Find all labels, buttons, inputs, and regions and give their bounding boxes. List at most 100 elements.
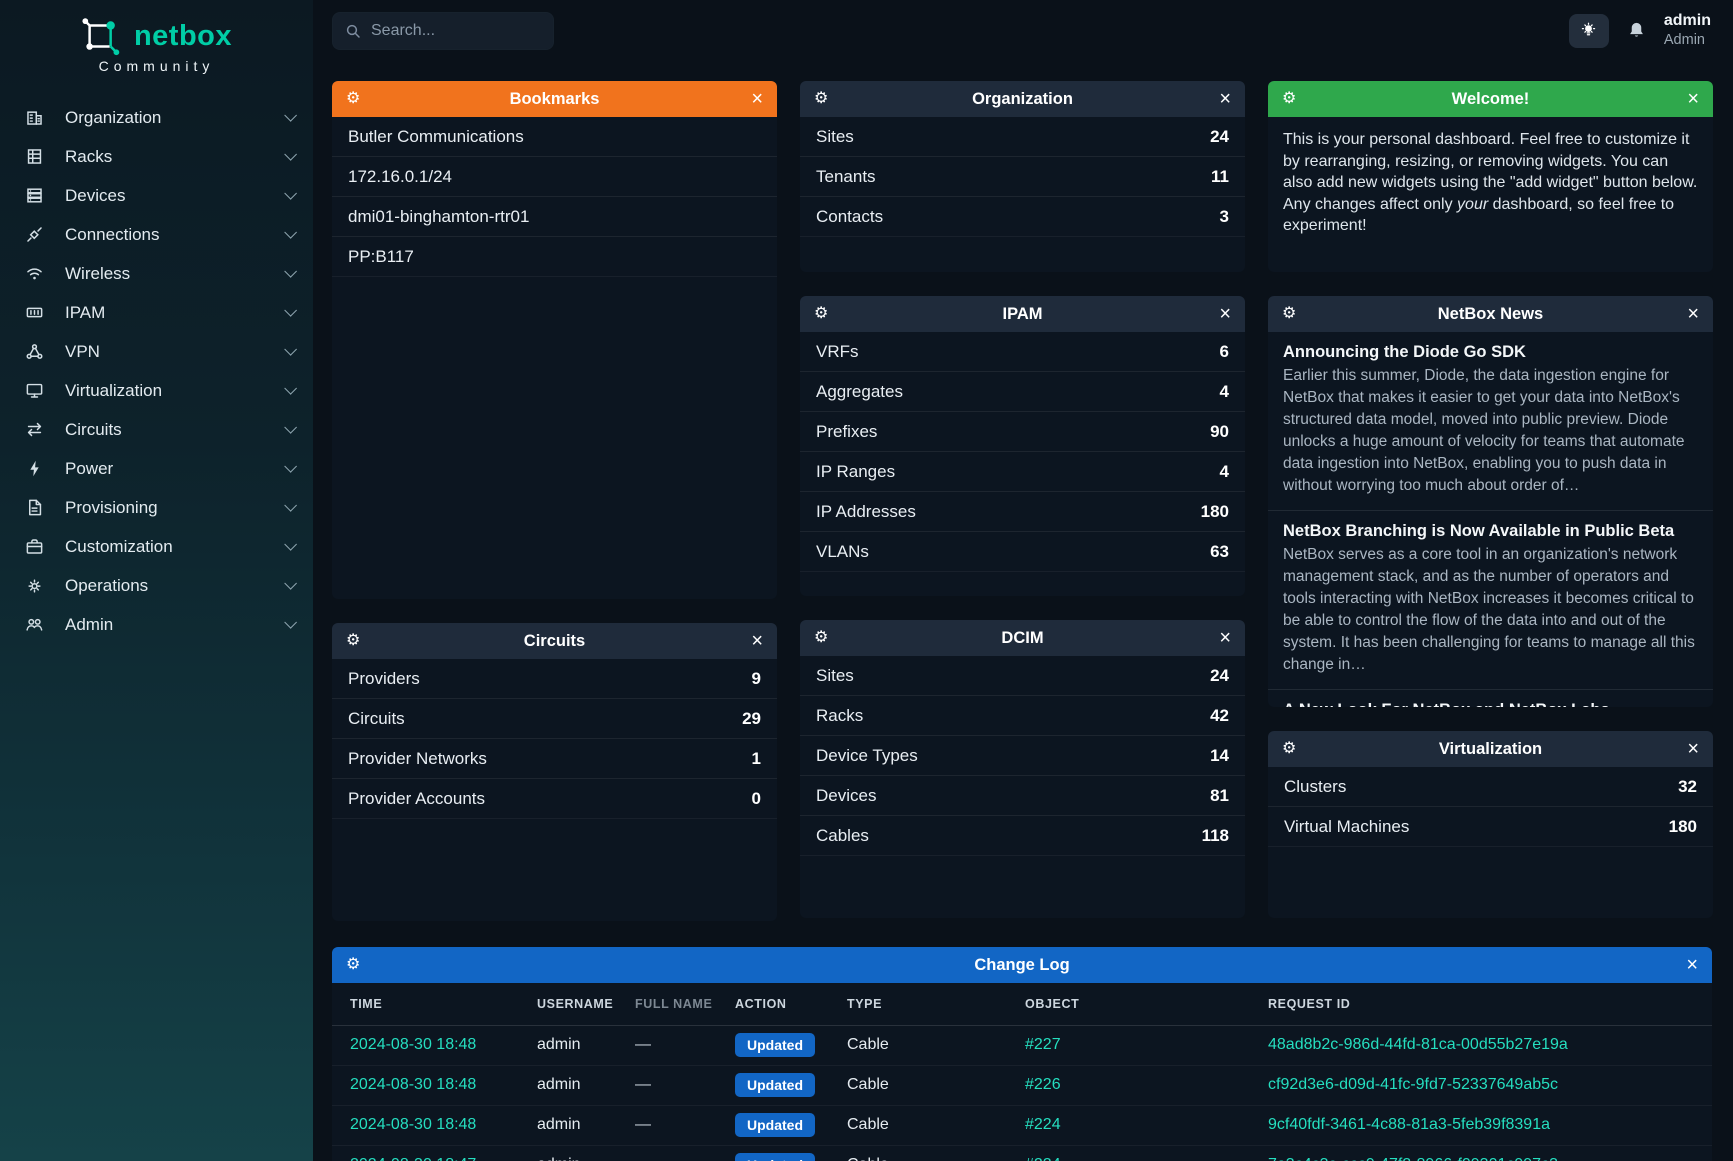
stat-link[interactable]: Providers xyxy=(348,668,420,688)
news-link[interactable]: Announcing the Diode Go SDK xyxy=(1283,343,1526,361)
stat-link[interactable]: Prefixes xyxy=(816,421,878,441)
close-icon[interactable]: × xyxy=(1686,954,1698,976)
stat-value: 24 xyxy=(1210,126,1229,146)
close-icon[interactable]: × xyxy=(1687,88,1699,110)
widget-config-icon[interactable]: ⚙ xyxy=(346,956,361,973)
widget-config-icon[interactable]: ⚙ xyxy=(814,629,829,646)
sidebar-item-power[interactable]: Power xyxy=(0,449,313,488)
changelog-time-link[interactable]: 2024-08-30 18:48 xyxy=(332,1105,537,1146)
sidebar-item-ipam[interactable]: IPAM xyxy=(0,293,313,332)
widget-header[interactable]: ⚙ Change Log × xyxy=(332,947,1712,983)
stat-link[interactable]: IP Addresses xyxy=(816,501,916,521)
close-icon[interactable]: × xyxy=(1219,627,1231,649)
widget-config-icon[interactable]: ⚙ xyxy=(346,90,361,107)
bookmark-link[interactable]: 172.16.0.1/24 xyxy=(332,157,777,197)
theme-toggle-button[interactable] xyxy=(1568,13,1609,48)
stat-link[interactable]: VLANs xyxy=(816,541,869,561)
changelog-object-link[interactable]: #224 xyxy=(1025,1145,1268,1161)
close-icon[interactable]: × xyxy=(1687,738,1699,760)
sidebar-item-operations[interactable]: Operations xyxy=(0,566,313,605)
stat-link[interactable]: Device Types xyxy=(816,745,918,765)
sidebar-item-provisioning[interactable]: Provisioning xyxy=(0,488,313,527)
stat-row: IP Addresses 180 xyxy=(800,492,1245,532)
changelog-object-link[interactable]: #224 xyxy=(1025,1105,1268,1146)
widget-config-icon[interactable]: ⚙ xyxy=(1282,305,1297,322)
stat-link[interactable]: Circuits xyxy=(348,708,405,728)
widget-header[interactable]: ⚙ Organization × xyxy=(800,81,1245,117)
sidebar-item-label: Virtualization xyxy=(65,380,163,400)
widget-header[interactable]: ⚙ Circuits × xyxy=(332,623,777,659)
sidebar-item-connections[interactable]: Connections xyxy=(0,215,313,254)
changelog-time-link[interactable]: 2024-08-30 18:48 xyxy=(332,1065,537,1106)
sidebar-item-vpn[interactable]: VPN xyxy=(0,332,313,371)
widget-config-icon[interactable]: ⚙ xyxy=(814,305,829,322)
changelog-fullname: — xyxy=(635,1145,735,1161)
widget-header[interactable]: ⚙ Virtualization × xyxy=(1268,731,1713,767)
widget-header[interactable]: ⚙ Bookmarks × xyxy=(332,81,777,117)
changelog-time-link[interactable]: 2024-08-30 18:47 xyxy=(332,1145,537,1161)
close-icon[interactable]: × xyxy=(751,630,763,652)
changelog-request-id-link[interactable]: cf92d3e6-d09d-41fc-9fd7-52337649ab5c xyxy=(1268,1065,1712,1106)
changelog-username: admin xyxy=(537,1065,635,1106)
stat-link[interactable]: VRFs xyxy=(816,341,859,361)
news-link[interactable]: A New Look For NetBox and NetBox Labs xyxy=(1283,701,1698,707)
changelog-object-link[interactable]: #226 xyxy=(1025,1065,1268,1106)
organization-icon xyxy=(24,108,44,128)
widget-header[interactable]: ⚙ IPAM × xyxy=(800,296,1245,332)
close-icon[interactable]: × xyxy=(1219,303,1231,325)
widget-config-icon[interactable]: ⚙ xyxy=(346,632,361,649)
sidebar-item-circuits[interactable]: Circuits xyxy=(0,410,313,449)
changelog-table: TIME USERNAME FULL NAME ACTION TYPE OBJE… xyxy=(332,983,1712,1161)
changelog-request-id-link[interactable]: 9cf40fdf-3461-4c88-81a3-5feb39f8391a xyxy=(1268,1105,1712,1146)
changelog-time-link[interactable]: 2024-08-30 18:48 xyxy=(332,1025,537,1066)
close-icon[interactable]: × xyxy=(1219,88,1231,110)
stat-link[interactable]: Cables xyxy=(816,825,869,845)
stat-link[interactable]: Provider Accounts xyxy=(348,788,486,808)
stat-link[interactable]: Sites xyxy=(816,126,854,146)
changelog-object-link[interactable]: #227 xyxy=(1025,1025,1268,1066)
stat-link[interactable]: IP Ranges xyxy=(816,461,896,481)
brand-logo[interactable]: netbox Community xyxy=(0,0,313,84)
widget-header[interactable]: ⚙ NetBox News × xyxy=(1268,296,1713,332)
bookmark-link[interactable]: PP:B117 xyxy=(332,237,777,277)
sidebar-item-wireless[interactable]: Wireless xyxy=(0,254,313,293)
stat-link[interactable]: Tenants xyxy=(816,166,876,186)
ipam-icon xyxy=(24,303,44,323)
user-menu[interactable]: admin Admin xyxy=(1664,11,1711,49)
bookmark-link[interactable]: dmi01-binghamton-rtr01 xyxy=(332,197,777,237)
changelog-request-id-link[interactable]: 7a3c4c3c-ccc9-47f2-8966-f09301c997c3 xyxy=(1268,1145,1712,1161)
stat-link[interactable]: Virtual Machines xyxy=(1284,816,1410,836)
sidebar-item-racks[interactable]: Racks xyxy=(0,137,313,176)
stat-link[interactable]: Aggregates xyxy=(816,381,903,401)
widget-config-icon[interactable]: ⚙ xyxy=(814,90,829,107)
sidebar-item-devices[interactable]: Devices xyxy=(0,176,313,215)
close-icon[interactable]: × xyxy=(1687,303,1699,325)
stat-link[interactable]: Clusters xyxy=(1284,776,1347,796)
stat-value: 1 xyxy=(751,748,761,768)
stat-value: 63 xyxy=(1210,541,1229,561)
widget-config-icon[interactable]: ⚙ xyxy=(1282,740,1297,757)
sidebar-item-virtualization[interactable]: Virtualization xyxy=(0,371,313,410)
widget-header[interactable]: ⚙ DCIM × xyxy=(800,620,1245,656)
widget-change-log: ⚙ Change Log × TIME USERNAME FULL NAME A… xyxy=(332,947,1712,1161)
stat-link[interactable]: Sites xyxy=(816,665,854,685)
changelog-request-id-link[interactable]: 48ad8b2c-986d-44fd-81ca-00d55b27e19a xyxy=(1268,1025,1712,1066)
search-box[interactable] xyxy=(332,11,554,50)
stat-link[interactable]: Contacts xyxy=(816,206,884,226)
close-icon[interactable]: × xyxy=(751,88,763,110)
widget-title: DCIM xyxy=(1001,628,1044,647)
bookmark-link[interactable]: Butler Communications xyxy=(332,117,777,157)
sidebar-item-admin[interactable]: Admin xyxy=(0,605,313,644)
stat-value: 42 xyxy=(1210,705,1229,725)
stat-link[interactable]: Racks xyxy=(816,705,864,725)
sidebar-item-organization[interactable]: Organization xyxy=(0,98,313,137)
widget-config-icon[interactable]: ⚙ xyxy=(1282,90,1297,107)
notifications-bell-icon[interactable] xyxy=(1627,21,1646,40)
search-input[interactable] xyxy=(371,21,541,40)
news-link[interactable]: NetBox Branching is Now Available in Pub… xyxy=(1283,522,1675,540)
stat-link[interactable]: Provider Networks xyxy=(348,748,487,768)
widget-header[interactable]: ⚙ Welcome! × xyxy=(1268,81,1713,117)
stat-link[interactable]: Devices xyxy=(816,785,877,805)
stat-row: Provider Networks 1 xyxy=(332,739,777,779)
sidebar-item-customization[interactable]: Customization xyxy=(0,527,313,566)
